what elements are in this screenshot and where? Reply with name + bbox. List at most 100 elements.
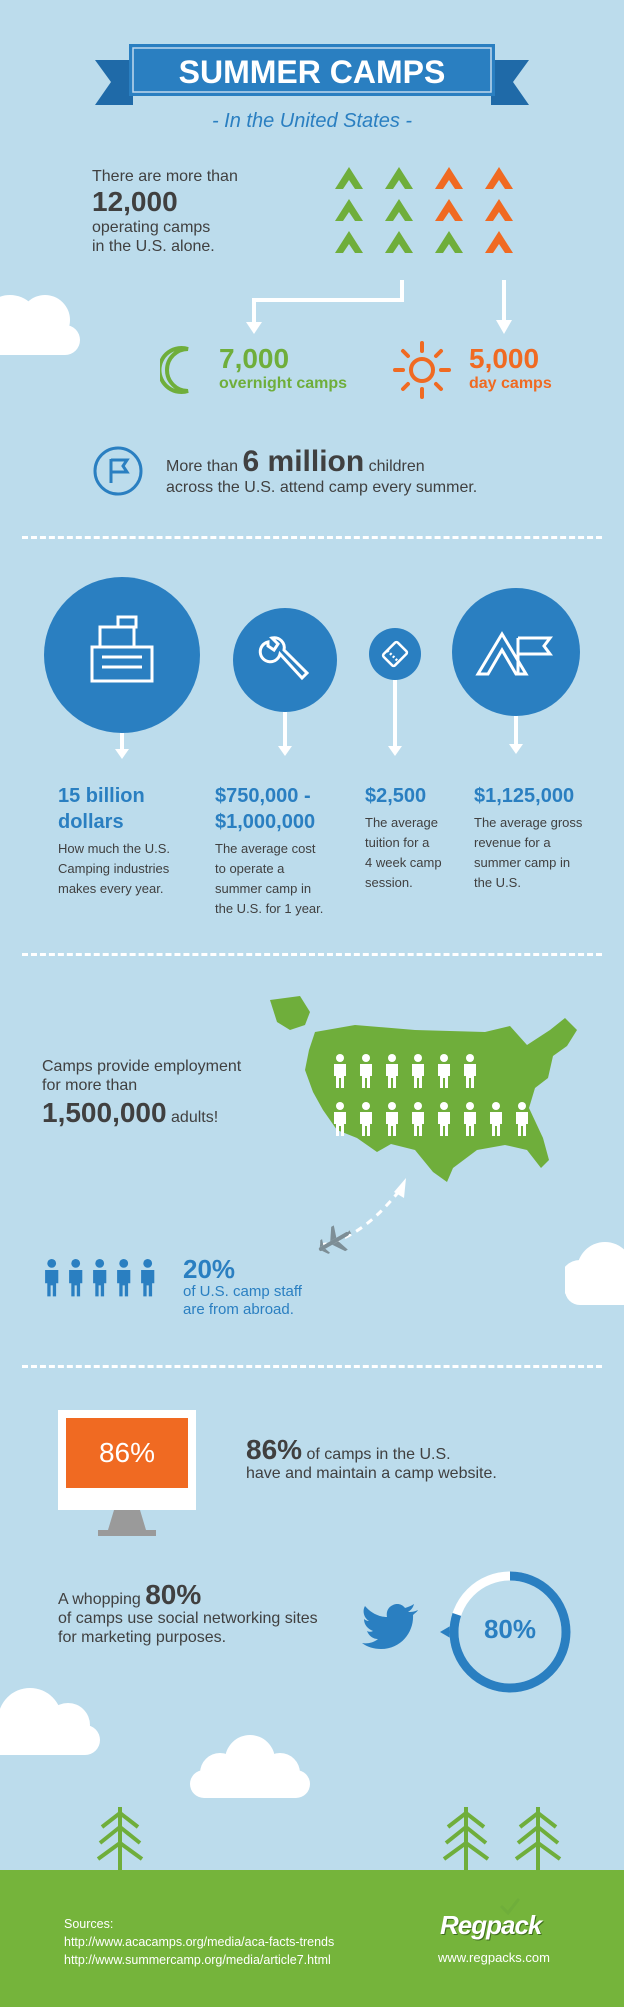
brand-logo: Regpack xyxy=(440,1910,542,1940)
intro-number: 12,000 xyxy=(92,186,178,217)
person-icon xyxy=(117,1259,131,1297)
person-icon xyxy=(464,1102,476,1136)
tree-icon xyxy=(442,1807,490,1875)
tent-icon xyxy=(485,167,513,189)
employment-line2: for more than xyxy=(42,1077,138,1094)
children-text: More than 6 million children across the … xyxy=(166,445,477,497)
employment-number: 1,500,000 xyxy=(42,1097,167,1128)
usa-shape xyxy=(305,1018,577,1182)
tent-flag-icon xyxy=(475,631,553,676)
stat-4-desc: The average gross xyxy=(474,815,583,830)
children-post: children xyxy=(368,458,425,475)
children-number: 6 million xyxy=(242,445,365,478)
abroad-percent: 20% xyxy=(183,1254,236,1284)
split-arrows xyxy=(246,280,512,334)
tent-icon xyxy=(485,199,513,221)
flag-icon xyxy=(93,446,143,496)
day-number: 5,000 xyxy=(469,343,540,374)
stat-icon-4 xyxy=(452,588,580,754)
website-line2: have and maintain a camp website. xyxy=(246,1465,497,1482)
person-icon xyxy=(360,1102,372,1136)
stat-2-value-1: $750,000 - xyxy=(215,785,311,807)
usa-map xyxy=(270,996,577,1182)
person-icon xyxy=(360,1054,372,1088)
day-label: day camps xyxy=(469,375,552,392)
brand-website[interactable]: www.regpacks.com xyxy=(438,1950,550,1965)
source-link-1[interactable]: http://www.acacamps.org/media/aca-facts-… xyxy=(64,1935,335,1949)
divider-2 xyxy=(22,953,602,956)
abroad-line2: are from abroad. xyxy=(183,1301,294,1318)
person-icon xyxy=(386,1054,398,1088)
monitor-icon xyxy=(58,1410,196,1536)
stat-1-value-2: dollars xyxy=(58,811,124,833)
stat-1-desc: makes every year. xyxy=(58,881,164,896)
stat-4-desc: the U.S. xyxy=(474,875,521,890)
monitor-value: 86% xyxy=(98,1437,156,1468)
website-line1: of camps in the U.S. xyxy=(306,1446,451,1463)
page-subtitle: - In the United States - xyxy=(211,110,413,132)
alaska-shape xyxy=(270,996,310,1030)
staff-people xyxy=(45,1259,155,1297)
stat-3-desc: The average xyxy=(365,815,438,830)
intro-post-2: in the U.S. alone. xyxy=(92,238,215,255)
wrench-icon xyxy=(258,636,310,681)
abroad-line1: of U.S. camp staff xyxy=(183,1283,302,1300)
employment-line1: Camps provide employment xyxy=(42,1058,242,1075)
stat-icon-1 xyxy=(44,577,200,759)
cloud-left-bottom xyxy=(0,1688,100,1755)
stat-2-desc: summer camp in xyxy=(215,881,312,896)
abroad-block: 20% of U.S. camp staff are from abroad. xyxy=(183,1255,302,1319)
stat-2-value-2: $1,000,000 xyxy=(215,811,316,833)
stat-2-desc: the U.S. for 1 year. xyxy=(215,901,324,916)
tent-icon xyxy=(435,231,463,253)
person-icon xyxy=(69,1259,83,1297)
cloud-left-top xyxy=(0,295,80,355)
social-line1: of camps use social networking sites xyxy=(58,1610,318,1627)
ring-progress xyxy=(449,1571,571,1693)
stat-1: 15 billion dollars How much the U.S. Cam… xyxy=(58,783,198,899)
ring-pointer xyxy=(440,1625,452,1639)
stat-3-desc: tuition for a xyxy=(365,835,430,850)
tree-icon xyxy=(514,1807,562,1875)
overnight-label: overnight camps xyxy=(219,375,348,392)
stat-4-desc: revenue for a xyxy=(474,835,551,850)
tent-icon xyxy=(335,167,363,189)
intro-text: There are more than 12,000 operating cam… xyxy=(92,167,238,256)
social-line2: for marketing purposes. xyxy=(58,1629,227,1646)
person-icon xyxy=(464,1054,476,1088)
tent-icon xyxy=(485,231,513,253)
children-line2: across the U.S. attend camp every summer… xyxy=(166,479,478,496)
intro-post-1: operating camps xyxy=(92,219,211,236)
social-percent: 80% xyxy=(145,1579,202,1610)
overnight-number: 7,000 xyxy=(219,343,290,374)
stat-3-value: $2,500 xyxy=(365,785,427,807)
person-icon xyxy=(412,1102,424,1136)
tent-icon xyxy=(385,199,413,221)
person-icon xyxy=(490,1102,502,1136)
divider-1 xyxy=(22,536,602,539)
footer xyxy=(0,1870,624,2007)
tent-icon xyxy=(435,199,463,221)
source-link-2[interactable]: http://www.summercamp.org/media/article7… xyxy=(64,1953,331,1967)
stat-3: $2,500 The average tuition for a 4 week … xyxy=(365,783,465,893)
stat-2-desc: The average cost xyxy=(215,841,316,856)
stat-2-desc: to operate a xyxy=(215,861,285,876)
tent-icon xyxy=(435,167,463,189)
ring-value: 80% xyxy=(483,1614,537,1644)
people-grid xyxy=(334,1054,528,1136)
person-icon xyxy=(438,1054,450,1088)
stat-icon-3 xyxy=(369,628,421,756)
person-icon xyxy=(93,1259,107,1297)
tent-icon xyxy=(335,231,363,253)
website-percent: 86% xyxy=(246,1434,303,1465)
social-ring xyxy=(440,1571,571,1693)
stat-1-value-1: 15 billion xyxy=(58,785,145,807)
tree-icon xyxy=(96,1807,144,1875)
employment-post: adults! xyxy=(171,1109,219,1126)
cash-register-icon xyxy=(90,615,154,683)
tent-icon xyxy=(385,167,413,189)
stat-icon-2 xyxy=(233,608,337,756)
stat-1-desc: Camping industries xyxy=(58,861,170,876)
sources: Sources: http://www.acacamps.org/media/a… xyxy=(64,1915,334,1969)
person-icon xyxy=(45,1259,59,1297)
